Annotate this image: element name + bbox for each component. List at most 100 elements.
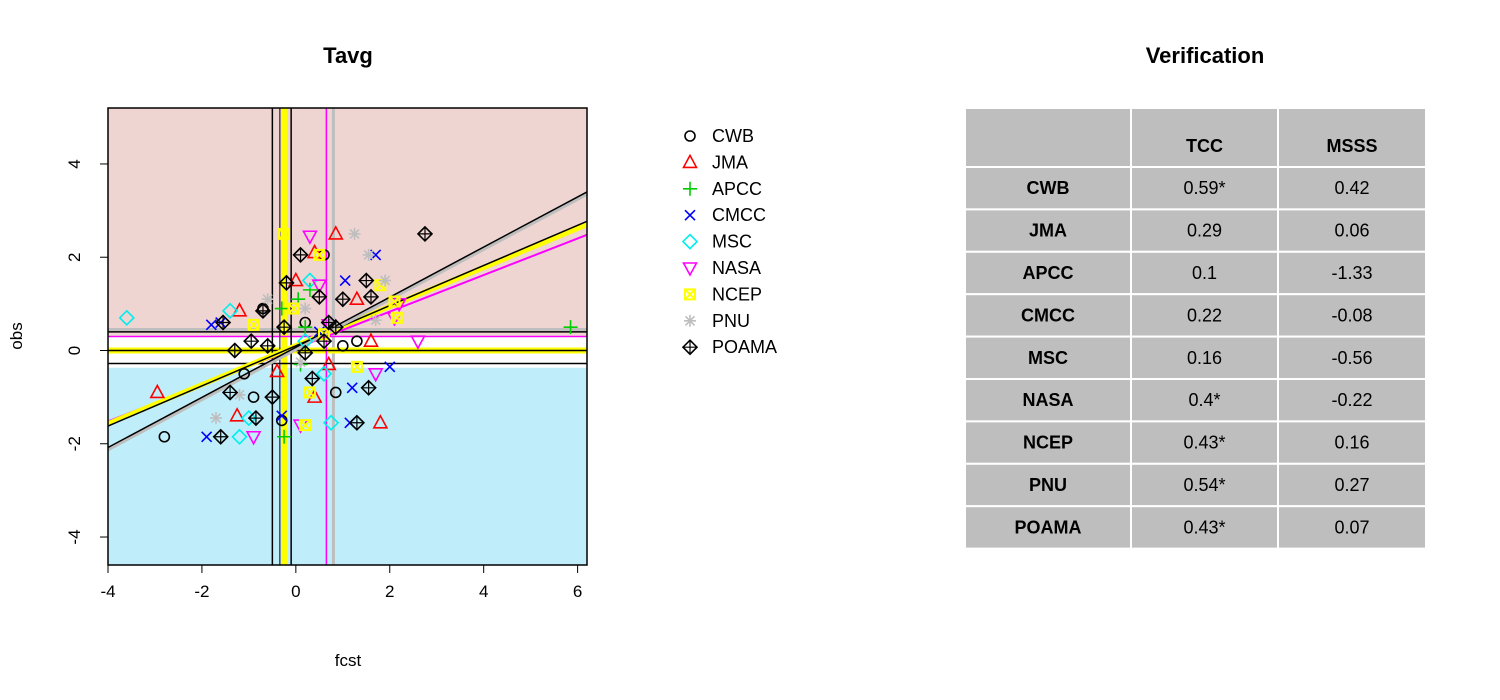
y-tick-label: 4 xyxy=(65,159,84,168)
table-cell: 0.06 xyxy=(1334,221,1369,241)
y-tick-label: 0 xyxy=(65,346,84,355)
legend-marker xyxy=(682,262,698,277)
table-cell: JMA xyxy=(1029,221,1067,241)
lower-region xyxy=(108,367,587,565)
data-point xyxy=(118,309,135,326)
table-cell-bg xyxy=(1130,505,1279,550)
fit-line-5 xyxy=(107,191,588,449)
table-cell: 0.43* xyxy=(1183,517,1225,537)
table-cell: 0.59* xyxy=(1183,178,1225,198)
series-nasa xyxy=(245,230,426,446)
legend-item-jma: JMA xyxy=(682,152,748,172)
data-point xyxy=(226,342,243,359)
table-cell-bg xyxy=(1130,462,1279,508)
data-point xyxy=(390,311,403,324)
y-axis: -4 -2 0 2 4 xyxy=(65,159,108,545)
table-cell: 0.1 xyxy=(1192,263,1217,283)
data-point xyxy=(287,302,300,315)
table-row: JMA 0.29 0.06 xyxy=(964,208,1427,253)
legend-item-pnu: PNU xyxy=(684,311,750,331)
data-point xyxy=(372,414,389,429)
table-cell-bg xyxy=(1277,378,1427,423)
data-point xyxy=(311,279,328,294)
table-cell: 0.07 xyxy=(1334,517,1369,537)
y-tick-label: 2 xyxy=(65,252,84,261)
series-msc xyxy=(118,272,340,445)
data-point xyxy=(362,248,375,261)
data-point xyxy=(269,362,285,378)
data-point xyxy=(334,291,351,308)
data-point xyxy=(320,355,337,371)
x-tick-label: -4 xyxy=(100,582,115,601)
table-cell-bg xyxy=(964,335,1132,381)
data-point xyxy=(261,293,274,306)
data-point xyxy=(369,314,382,327)
table-cell-bg xyxy=(1277,462,1427,508)
legend-marker xyxy=(681,339,699,356)
x-tick-label: 0 xyxy=(291,582,300,601)
data-point xyxy=(304,370,321,387)
data-point xyxy=(348,414,366,431)
table-cell-bg xyxy=(964,378,1132,423)
table-row: MSC 0.16 -0.56 xyxy=(964,335,1427,381)
data-point xyxy=(311,288,328,305)
fit-line-4 xyxy=(107,192,588,452)
data-point xyxy=(294,356,307,369)
legend-marker xyxy=(682,153,698,169)
legend-label: CMCC xyxy=(712,205,766,225)
data-point xyxy=(243,333,260,350)
legend-item-poama: POAMA xyxy=(681,337,777,357)
legend-marker xyxy=(684,288,696,301)
table-cell: 0.16 xyxy=(1187,348,1222,368)
table-cell: 0.4* xyxy=(1188,390,1220,410)
legend-item-cwb: CWB xyxy=(684,126,754,146)
data-point xyxy=(276,410,288,422)
legend-label: MSC xyxy=(712,232,752,252)
legend-label: POAMA xyxy=(712,337,777,357)
table-cell: 0.27 xyxy=(1334,475,1369,495)
legend-label: NCEP xyxy=(712,284,762,304)
table-cell-bg xyxy=(964,420,1132,465)
series-jma xyxy=(149,225,389,429)
data-point xyxy=(278,227,291,240)
table-cell-bg xyxy=(1130,293,1279,338)
data-point xyxy=(360,379,377,396)
scatter-title: Tavg xyxy=(323,43,373,68)
data-point xyxy=(313,248,326,261)
y-tick-label: -2 xyxy=(65,436,84,451)
table-cell-bg xyxy=(964,505,1132,550)
data-point xyxy=(410,335,426,350)
table-cell-bg xyxy=(964,293,1132,338)
data-point xyxy=(322,414,340,431)
data-point xyxy=(563,320,578,335)
data-point xyxy=(238,368,250,380)
table-row: POAMA 0.43* 0.07 xyxy=(964,505,1427,550)
table-cell: NASA xyxy=(1022,390,1073,410)
table-cell: 0.29 xyxy=(1187,221,1222,241)
table-cell: POAMA xyxy=(1015,517,1082,537)
data-point xyxy=(299,419,312,432)
data-point xyxy=(315,365,333,382)
legend-item-msc: MSC xyxy=(681,232,752,252)
data-point xyxy=(214,314,232,331)
x-tick-label: 4 xyxy=(479,582,488,601)
table-cell: CMCC xyxy=(1021,305,1075,325)
table-cell-bg xyxy=(1277,250,1427,296)
data-point xyxy=(205,319,217,331)
data-point xyxy=(254,302,272,319)
data-point xyxy=(221,302,239,319)
data-point xyxy=(346,382,358,394)
legend-label: NASA xyxy=(712,258,761,278)
legend-item-apcc: APCC xyxy=(683,179,762,199)
table-row: NCEP 0.43* 0.16 xyxy=(964,420,1427,465)
table-cell-bg xyxy=(1130,420,1279,465)
legend-marker xyxy=(683,181,697,196)
table-cell: -0.22 xyxy=(1331,390,1372,410)
data-point xyxy=(362,288,380,305)
table-cell: NCEP xyxy=(1023,433,1073,453)
data-point xyxy=(327,225,344,240)
data-point xyxy=(349,290,365,305)
data-point xyxy=(388,295,401,308)
table-cell: 0.16 xyxy=(1334,433,1369,453)
series-poama xyxy=(212,225,434,445)
